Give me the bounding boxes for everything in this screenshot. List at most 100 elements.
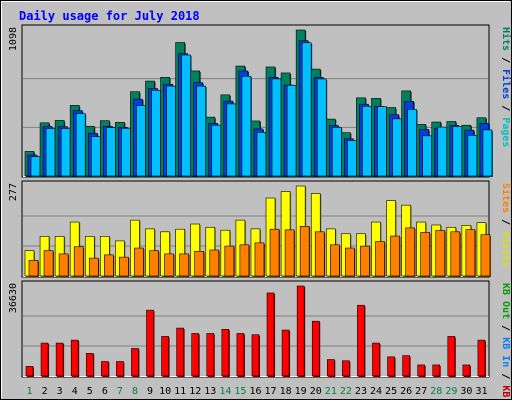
bar-kb-f (161, 336, 169, 377)
bar-pages (377, 106, 387, 177)
x-tick-label: 23 (355, 386, 367, 397)
bar-pages (301, 42, 312, 177)
legend-separator: / (500, 367, 511, 385)
bar-kb-f (477, 339, 486, 377)
bar-pages (467, 135, 478, 177)
x-tick-label: 22 (340, 386, 352, 397)
bar-sites (149, 250, 159, 277)
bar-kb-f (342, 360, 350, 377)
bar-pages (407, 109, 417, 177)
bar-kb-f (176, 327, 184, 377)
bar-sites (405, 227, 415, 277)
bar-pages (271, 78, 282, 177)
bar-kb-f (55, 342, 64, 377)
bar-pages (60, 128, 71, 177)
bar-kb-f (326, 359, 335, 377)
bar-kb-f (251, 334, 260, 377)
bar-sites (194, 251, 205, 277)
bar-sites (43, 250, 54, 277)
bar-pages (362, 106, 372, 177)
x-tick-label: 30 (460, 386, 472, 397)
bar-kb-f (432, 364, 441, 377)
x-tick-label: 19 (295, 386, 307, 397)
legend-entry: Pages (500, 117, 511, 147)
x-tick-label: 20 (310, 386, 322, 397)
bar-pages (136, 105, 146, 177)
x-tick-label: 14 (219, 386, 231, 397)
x-tick-label: 16 (249, 386, 261, 397)
x-tick-label: 4 (72, 386, 78, 397)
bar-pages (256, 132, 267, 177)
legend-entry: KB In (500, 337, 511, 367)
bar-pages (392, 118, 402, 177)
legend-entry: Sites (500, 183, 512, 213)
legend-separator: / (500, 213, 511, 231)
bar-pages (196, 85, 207, 177)
bar-pages (316, 78, 327, 177)
bar-kb-f (85, 353, 94, 377)
x-tick-label: 27 (415, 386, 427, 397)
bar-sites (209, 249, 220, 277)
bar-kb-f (387, 356, 395, 377)
bar-sites (390, 235, 400, 277)
panel-max-label: 1098 (8, 27, 19, 51)
bar-sites (224, 245, 235, 277)
bar-pages (347, 140, 357, 177)
bar-sites (345, 247, 355, 277)
x-tick-label: 7 (117, 386, 123, 397)
x-tick-label: 21 (325, 386, 337, 397)
bar-kb-f (296, 285, 305, 377)
bar-sites (435, 230, 446, 277)
x-axis-labels: 1 2 3 4 5 6 7 8 9 10 11 12 13 14 15 16 17 18 19 20 21 22 23 24 2… (27, 386, 488, 397)
bar-kb-f (191, 333, 200, 377)
bar-sites (134, 247, 144, 277)
bar-sites (420, 232, 430, 277)
bar-sites (284, 229, 295, 277)
bar-kb-f (116, 361, 124, 377)
bar-pages (422, 135, 432, 177)
bar-pages (226, 103, 237, 177)
x-tick-label: 24 (370, 386, 382, 397)
legend-separator: / (500, 319, 511, 337)
legend-entry: KB F (500, 385, 511, 400)
x-tick-label: 6 (102, 386, 108, 397)
panel-max-label: 36630 (8, 283, 19, 313)
x-tick-label: 11 (174, 386, 186, 397)
x-tick-label: 25 (385, 386, 397, 397)
bar-pages (437, 126, 448, 177)
bar-pages (151, 90, 161, 177)
bar-sites (450, 231, 461, 277)
bar-pages (331, 127, 342, 177)
panel-legend: KB Out / KB In / KB F (500, 283, 511, 400)
bar-sites (329, 244, 340, 277)
bar-sites (179, 253, 189, 277)
x-tick-label: 8 (132, 386, 138, 397)
bar-pages (286, 85, 297, 177)
chart-title: Daily usage for July 2018 (19, 9, 200, 23)
panel-kbytes: 36630 KB Out / KB In / KB F (8, 280, 511, 405)
bar-sites (480, 234, 491, 277)
bar-kb-f (131, 348, 139, 377)
bar-kb-f (266, 292, 275, 377)
bar-sites (254, 242, 265, 277)
bar-sites (299, 225, 310, 277)
bar-kb-f (40, 342, 49, 377)
legend-entry: Visits (500, 231, 512, 267)
bar-pages (121, 128, 131, 177)
x-tick-label: 9 (147, 386, 153, 397)
legend-entry: Hits (500, 27, 512, 51)
x-tick-label: 26 (400, 386, 412, 397)
bar-kb-f (372, 342, 380, 377)
legend-entry: Files (500, 69, 512, 99)
bar-kb-f (146, 309, 154, 377)
panel-legend: Sites / Visits (500, 183, 512, 267)
bars-visits (24, 185, 491, 277)
x-tick-label: 1 (27, 386, 33, 397)
x-tick-label: 15 (234, 386, 246, 397)
bar-pages (30, 156, 41, 177)
x-tick-label: 3 (57, 386, 63, 397)
bar-kb-f (281, 329, 290, 377)
panel-requests: 1098 Hits / Files / Pages (8, 24, 512, 178)
panel-max-label: 277 (8, 183, 19, 201)
